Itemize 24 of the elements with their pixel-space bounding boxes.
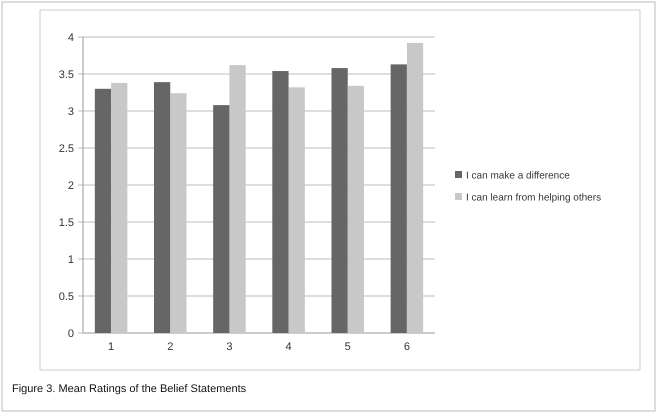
y-tick-label: 2.5 (58, 142, 74, 155)
x-tick-label: 3 (226, 341, 232, 353)
bar (94, 88, 112, 333)
bar (154, 82, 170, 333)
text: Figure 3. Mean Ratings of the Belief Statements (12, 383, 247, 395)
legend-label: I can make a difference (466, 170, 570, 182)
y-tick-label: 1 (68, 254, 74, 266)
x-tick-label: 4 (286, 341, 292, 353)
y-tick-label: 2 (68, 180, 74, 192)
bar (390, 64, 407, 333)
x-tick-label: 1 (108, 341, 114, 353)
y-tick-label: 1.5 (58, 216, 74, 229)
y-tick-label: 0 (68, 328, 74, 340)
bar (213, 105, 230, 333)
y-tick-label: 3 (68, 106, 74, 118)
y-tick-label: 4 (68, 32, 74, 44)
bar (272, 71, 289, 333)
x-tick-label: 6 (404, 341, 410, 353)
x-tick-label: 5 (344, 341, 351, 353)
x-tick-label: 2 (167, 341, 174, 353)
y-tick-label: 3.5 (58, 68, 74, 81)
y-tick-label: 0.5 (58, 290, 74, 303)
bar (331, 68, 348, 333)
legend-label: I can learn from helping others (466, 192, 602, 204)
